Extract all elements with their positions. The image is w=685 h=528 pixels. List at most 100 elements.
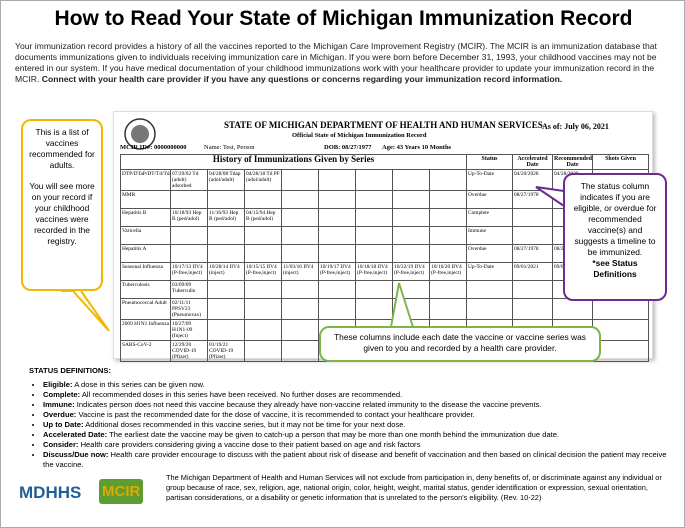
- dose: [429, 226, 467, 245]
- dose: 04/15/94 Hep B (ped/adol): [244, 208, 282, 227]
- status-term: Eligible:: [43, 380, 73, 389]
- dose: [281, 340, 319, 362]
- accelerated: 04/20/2028: [512, 169, 553, 191]
- series: Tuberculosis: [120, 280, 171, 299]
- footer-text: The Michigan Department of Health and Hu…: [166, 473, 662, 502]
- dose: [170, 190, 208, 209]
- accelerated: [512, 280, 553, 299]
- table-heading: History of Immunizations Given by Series: [120, 154, 467, 170]
- dose: 10/17/13 IIV4 (P-free,inject): [170, 262, 208, 281]
- series: Pneumococcal Adult: [120, 298, 171, 320]
- left-pointer: [61, 290, 110, 332]
- status-item: Up to Date: Additional doses recommended…: [43, 420, 669, 430]
- status-heading: STATUS DEFINITIONS:: [29, 366, 111, 375]
- status-item: Immune: Indicates person does not need t…: [43, 400, 669, 410]
- status-text: A dose in this series can be given now.: [74, 380, 205, 389]
- dose: [429, 298, 467, 320]
- dose: [392, 226, 430, 245]
- status-item: Overdue: Vaccine is past the recommended…: [43, 410, 669, 420]
- dose: [318, 169, 356, 191]
- dose: [281, 280, 319, 299]
- dose: 10/19/17 IIV4 (P-free,inject): [318, 262, 356, 281]
- status-term: Complete:: [43, 390, 81, 399]
- dose: [355, 244, 393, 263]
- status: [466, 280, 513, 299]
- status-term: Up to Date:: [43, 420, 84, 429]
- as-of: As of: July 06, 2021: [542, 122, 609, 131]
- dose: 11/03/16 IIV4 (inject): [281, 262, 319, 281]
- status-definitions: STATUS DEFINITIONS: Eligible: A dose in t…: [29, 366, 669, 470]
- dob: DOB: 08/27/1977: [324, 144, 372, 151]
- dose: [244, 298, 282, 320]
- dose: [244, 319, 282, 341]
- dose: [392, 280, 430, 299]
- dose: 10/22/19 IIV4 (P-free,inject): [392, 262, 430, 281]
- dose: [429, 169, 467, 191]
- dose: [392, 244, 430, 263]
- shots-given: [592, 298, 649, 320]
- status-text: The earliest date the vaccine may be giv…: [109, 430, 560, 439]
- series: SARS-CoV-2: [120, 340, 171, 362]
- accelerated: 08/27/1978: [512, 244, 553, 263]
- dose: [281, 169, 319, 191]
- status: Overdue: [466, 190, 513, 209]
- column-header: Recommended Date: [552, 154, 593, 170]
- status: Complete: [466, 208, 513, 227]
- dose: [244, 190, 282, 209]
- left-callout: This is a list of vaccines recommended f…: [21, 119, 103, 291]
- accelerated: [512, 208, 553, 227]
- dose: [355, 226, 393, 245]
- dose: 07/29/02 Td (adult) adsorbed: [170, 169, 208, 191]
- dose: 10/28/14 IIV4 (inject): [207, 262, 245, 281]
- status-item: Consider: Health care providers consider…: [43, 440, 669, 450]
- status-term: Discuss/Due now:: [43, 450, 109, 459]
- dose: [170, 244, 208, 263]
- dose: [281, 319, 319, 341]
- status: Up-To-Date: [466, 262, 513, 281]
- dose: 10/16/20 IIV4 (P-free,inject): [429, 262, 467, 281]
- dose: [429, 208, 467, 227]
- dose: [429, 190, 467, 209]
- dose: [244, 340, 282, 362]
- dose: [207, 190, 245, 209]
- dose: [355, 280, 393, 299]
- status: [466, 298, 513, 320]
- status-text: Health care provider encourage to discus…: [43, 450, 667, 469]
- intro-bold: Connect with your health care provider i…: [41, 74, 563, 84]
- dose: [207, 298, 245, 320]
- title: How to Read Your State of Michigan Immun…: [54, 7, 633, 30]
- dose: [429, 244, 467, 263]
- series: Hepatitis B: [120, 208, 171, 227]
- dose: 04/28/18 Td PF (adol/adult): [244, 169, 282, 191]
- dose: [281, 208, 319, 227]
- department: STATE OF MICHIGAN DEPARTMENT OF HEALTH A…: [224, 120, 543, 130]
- dose: [392, 208, 430, 227]
- dose: [429, 280, 467, 299]
- series: Hepatitis A: [120, 244, 171, 263]
- series: DTP/DTaP/DT/Td/Tdap: [120, 169, 171, 191]
- column-header: Shots Given: [592, 154, 649, 170]
- status-term: Immune:: [43, 400, 75, 409]
- dose: 10/27/09 H1N1-09 (Inject): [170, 319, 208, 341]
- record-subtitle: Official State of Michigan Immunization …: [292, 132, 427, 139]
- dose: [392, 298, 430, 320]
- intro-text: Your immunization record provides a hist…: [15, 41, 657, 84]
- dose: 10/18/18 IIV4 (P-free,inject): [355, 262, 393, 281]
- dose: [318, 244, 356, 263]
- series: MMR: [120, 190, 171, 209]
- status-text: Indicates person does not need this vacc…: [76, 400, 542, 409]
- status-list: Eligible: A dose in this series can be g…: [29, 380, 669, 470]
- column-header: Accelerated Date: [512, 154, 553, 170]
- column-header: Status: [466, 154, 513, 170]
- dose: 02/11/11 PPSV23 (Pneumovax): [170, 298, 208, 320]
- status: Immune: [466, 226, 513, 245]
- dose: [207, 319, 245, 341]
- age: Age: 43 Years 10 Months: [382, 144, 452, 151]
- row: Pneumococcal Adult 02/11/11 PPSV23 (Pneum…: [120, 298, 649, 320]
- status: Overdue: [466, 244, 513, 263]
- dose: [281, 226, 319, 245]
- dose: [355, 190, 393, 209]
- dose: [207, 226, 245, 245]
- dose: [318, 298, 356, 320]
- dose: [392, 169, 430, 191]
